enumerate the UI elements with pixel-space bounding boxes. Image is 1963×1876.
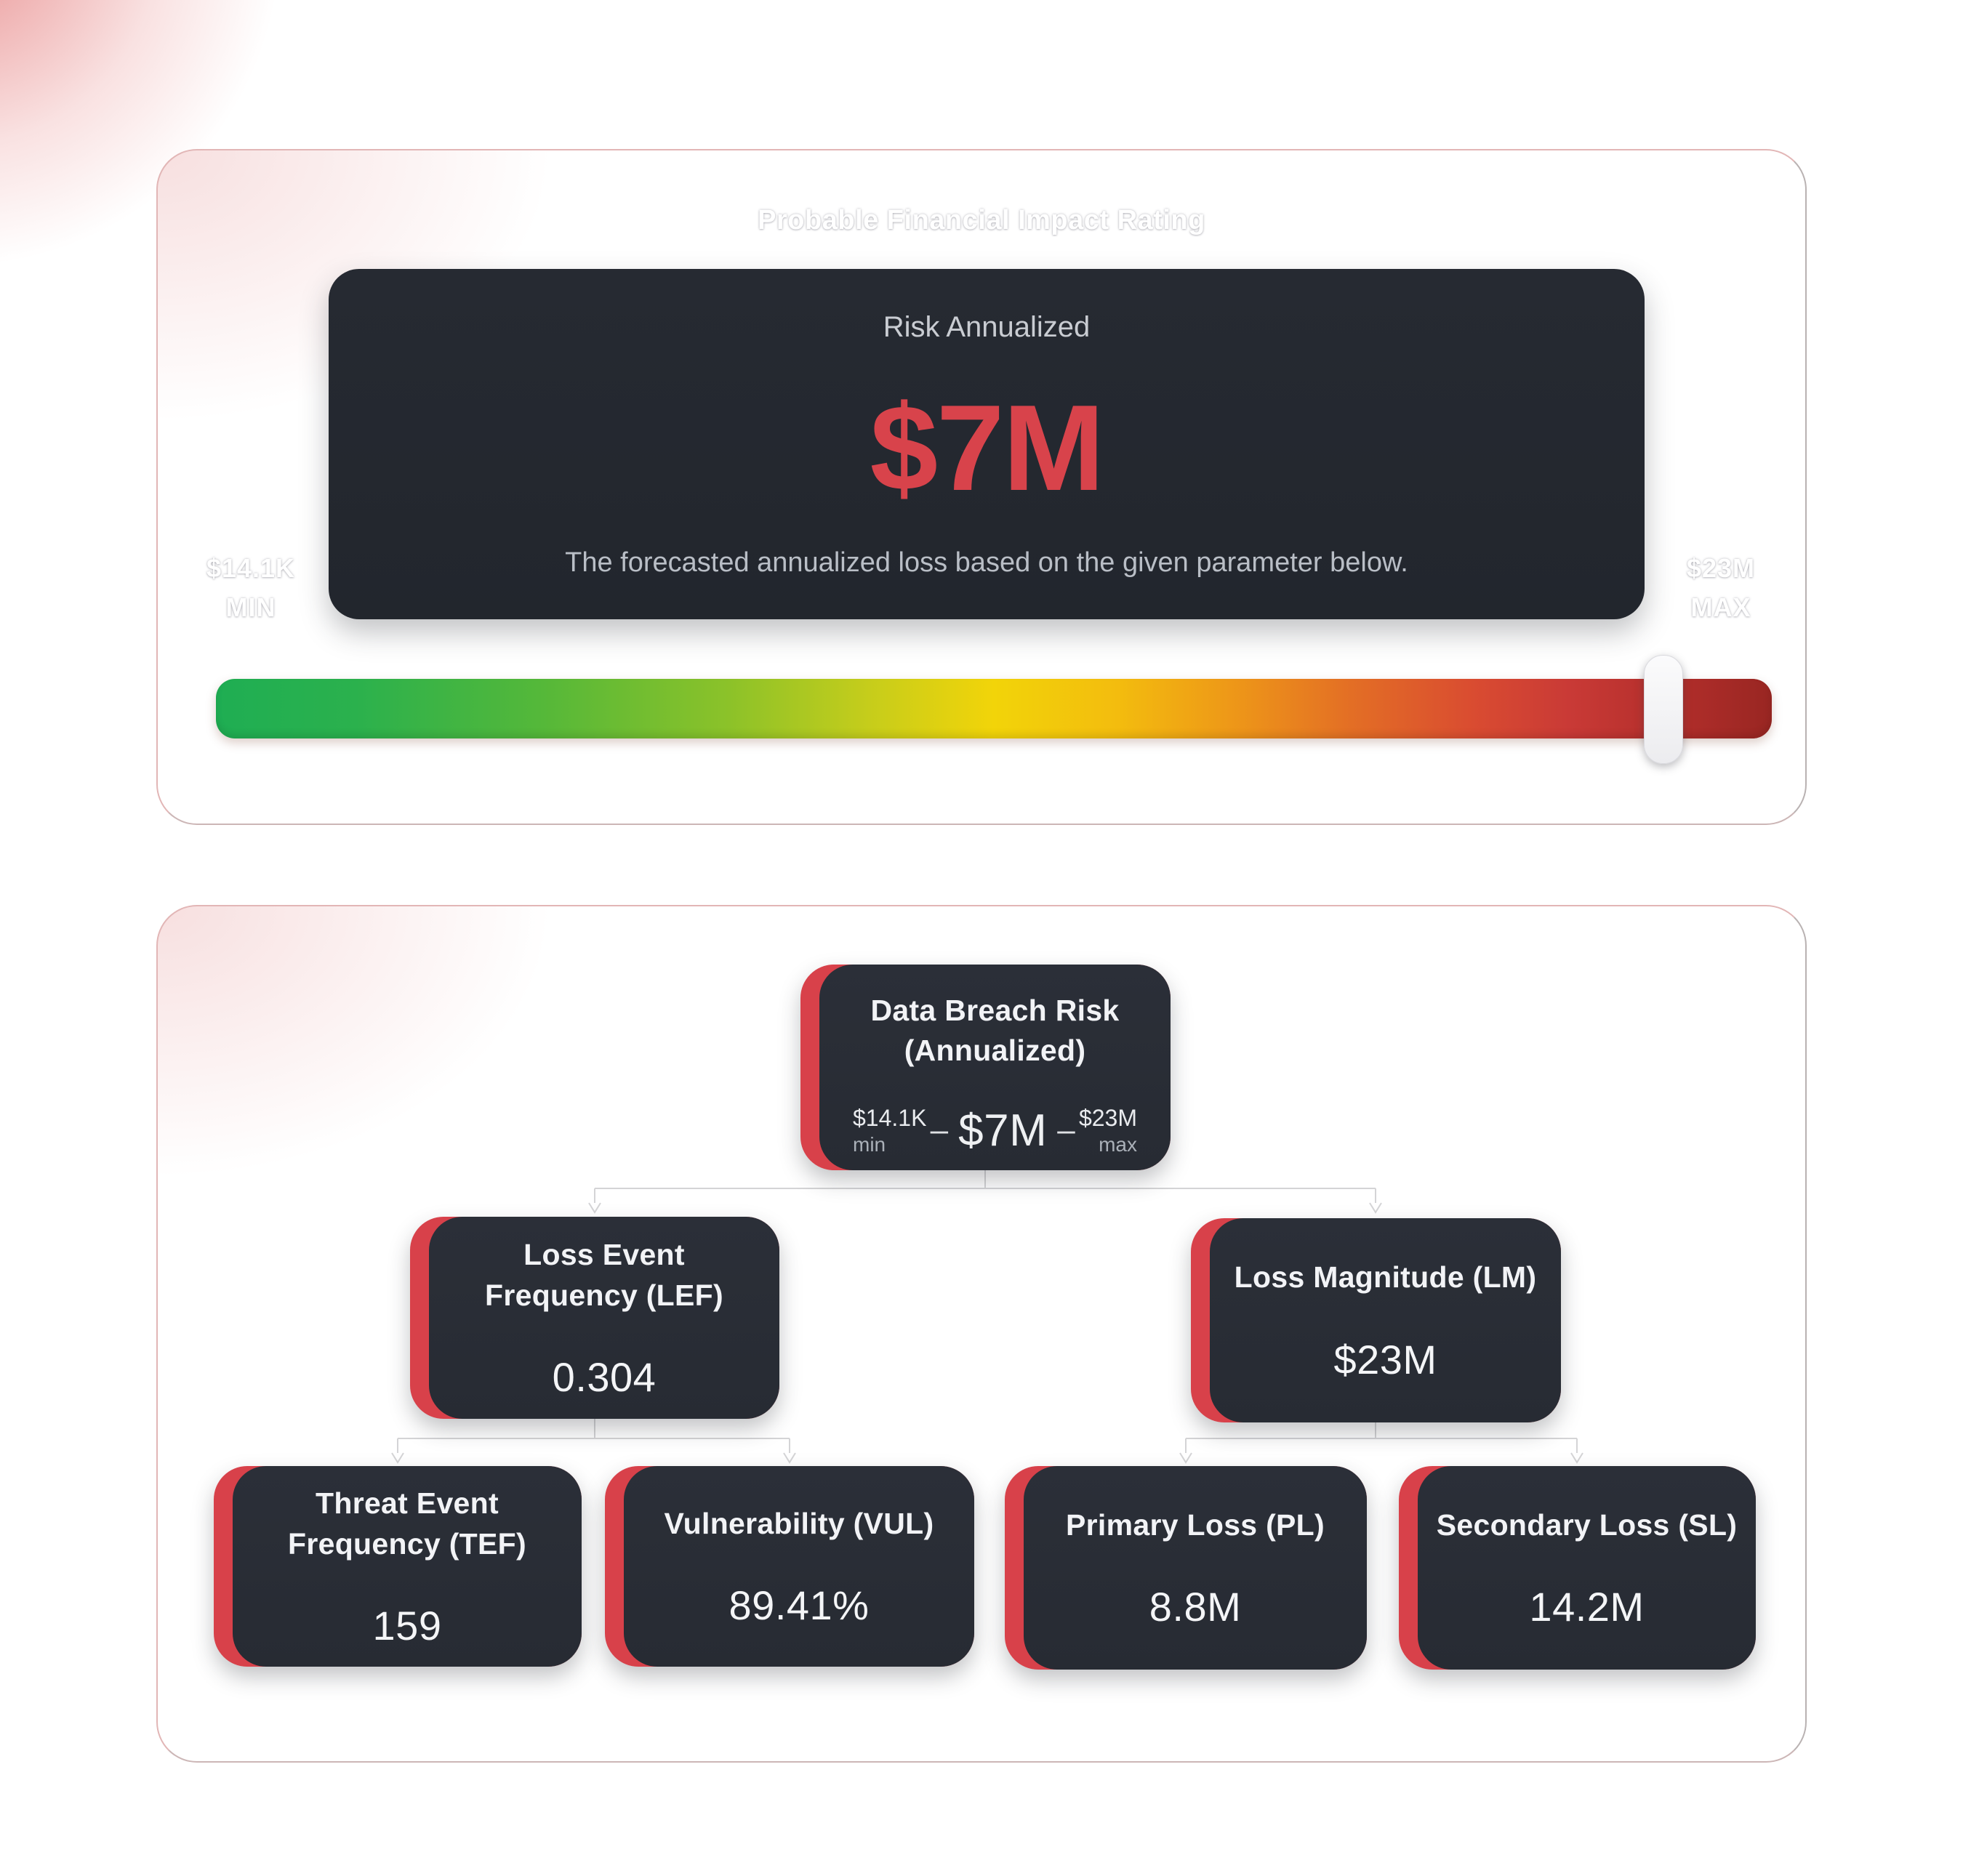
node-loss-magnitude: Loss Magnitude (LM) $23M: [1191, 1218, 1561, 1422]
node-body: Primary Loss (PL) 8.8M: [1024, 1466, 1367, 1670]
node-title: Vulnerability (VUL): [664, 1506, 934, 1540]
node-title: Primary Loss (PL): [1066, 1507, 1325, 1542]
risk-gauge-card: Probable Financial Impact Rating Risk An…: [156, 149, 1807, 825]
node-data-breach-risk: Data Breach Risk (Annualized) $14.1K min…: [800, 965, 1171, 1170]
node-value: 89.41%: [728, 1582, 870, 1629]
node-body: Loss Event Frequency (LEF) 0.304: [429, 1217, 779, 1419]
node-threat-event-frequency: Threat Event Frequency (TEF) 159: [214, 1466, 582, 1667]
gauge-max-value: $23M: [1686, 553, 1756, 583]
dash-right: –: [1057, 1112, 1075, 1148]
root-max-caption: max: [1099, 1132, 1137, 1156]
gauge-max-label: $23M MAX: [1641, 549, 1801, 627]
node-title: Secondary Loss (SL): [1436, 1507, 1738, 1542]
root-value-row: $14.1K min – $7M – $23M max: [819, 1105, 1171, 1156]
risk-tree-card: Data Breach Risk (Annualized) $14.1K min…: [156, 905, 1807, 1763]
root-risk-value: $7M: [958, 1105, 1048, 1156]
risk-description: The forecasted annualized loss based on …: [565, 547, 1408, 578]
node-body: Data Breach Risk (Annualized) $14.1K min…: [819, 965, 1171, 1170]
root-max: $23M max: [1079, 1105, 1137, 1156]
node-body: Vulnerability (VUL) 89.41%: [624, 1466, 974, 1667]
node-secondary-loss: Secondary Loss (SL) 14.2M: [1399, 1466, 1756, 1670]
risk-slider-handle[interactable]: [1644, 655, 1683, 764]
node-title: Loss Magnitude (LM): [1234, 1260, 1537, 1295]
node-value: 159: [372, 1602, 442, 1648]
node-value: 0.304: [552, 1353, 657, 1400]
root-value: – $7M –: [931, 1105, 1075, 1156]
root-min-caption: min: [853, 1132, 886, 1156]
node-loss-event-frequency: Loss Event Frequency (LEF) 0.304: [410, 1217, 779, 1419]
gauge-min-value: $14.1K: [206, 553, 296, 583]
node-value: 8.8M: [1149, 1584, 1242, 1630]
node-title: Threat Event Frequency (TEF): [288, 1486, 526, 1561]
node-body: Secondary Loss (SL) 14.2M: [1418, 1466, 1756, 1670]
node-value: 14.2M: [1529, 1584, 1645, 1630]
gauge-min-caption: MIN: [225, 592, 276, 622]
risk-slider-track[interactable]: [216, 679, 1772, 738]
node-primary-loss: Primary Loss (PL) 8.8M: [1005, 1466, 1367, 1670]
node-body: Loss Magnitude (LM) $23M: [1210, 1218, 1561, 1422]
node-value: $23M: [1333, 1336, 1437, 1382]
risk-annualized-panel: Risk Annualized $7M The forecasted annua…: [329, 269, 1645, 619]
node-title: Loss Event Frequency (LEF): [485, 1238, 723, 1312]
node-body: Threat Event Frequency (TEF) 159: [233, 1466, 582, 1667]
root-min-value: $14.1K: [853, 1104, 927, 1131]
node-title: Data Breach Risk (Annualized): [870, 994, 1120, 1068]
root-min: $14.1K min: [853, 1105, 926, 1156]
annualized-risk-value: $7M: [870, 379, 1105, 516]
node-vulnerability: Vulnerability (VUL) 89.41%: [605, 1466, 974, 1667]
gauge-max-caption: MAX: [1690, 592, 1751, 622]
root-max-value: $23M: [1078, 1104, 1137, 1131]
dash-left: –: [930, 1112, 949, 1148]
gauge-min-label: $14.1K MIN: [171, 549, 331, 627]
panel-label: Risk Annualized: [883, 311, 1091, 343]
risk-slider[interactable]: [216, 655, 1772, 764]
gauge-card-title: Probable Financial Impact Rating: [758, 205, 1205, 235]
